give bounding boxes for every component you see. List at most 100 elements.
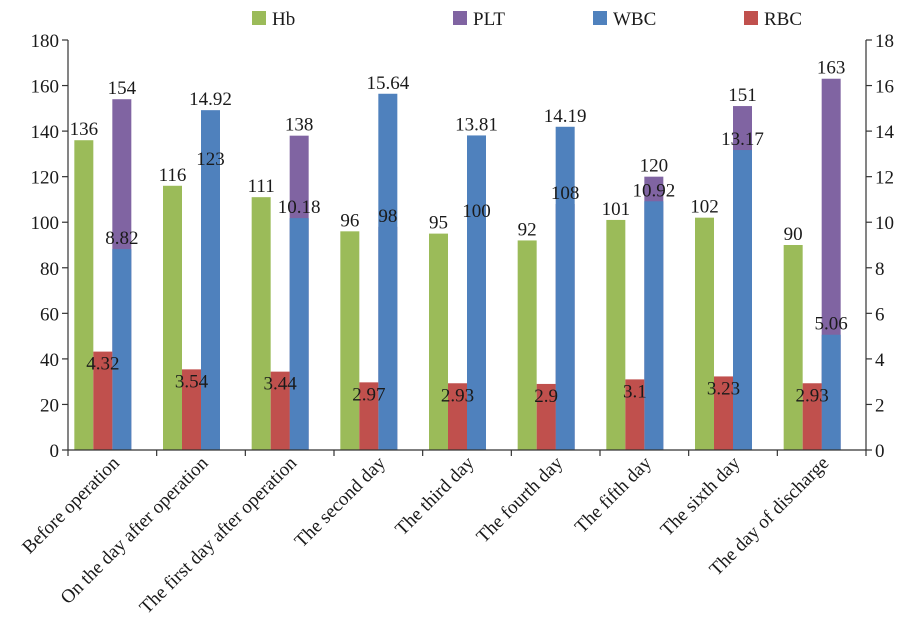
bar-hb-the-fourth-day bbox=[517, 240, 537, 450]
data-label-wbc-the-day-of-discharge: 5.06 bbox=[815, 314, 848, 335]
bar-hb-before-operation bbox=[74, 140, 94, 450]
data-label-hb-the-fifth-day: 101 bbox=[602, 199, 631, 220]
data-label-wbc-the-second-day: 15.64 bbox=[366, 73, 409, 94]
data-label-rbc-the-second-day: 2.97 bbox=[352, 384, 385, 405]
data-label-wbc-the-fourth-day: 14.19 bbox=[544, 106, 587, 127]
right-tick-label: 8 bbox=[875, 259, 885, 280]
data-label-hb-on-the-day-after-operation: 116 bbox=[159, 165, 187, 186]
data-label-rbc-the-fourth-day: 2.9 bbox=[534, 386, 558, 407]
right-tick-label: 2 bbox=[875, 395, 885, 416]
legend-label-rbc: RBC bbox=[764, 9, 802, 30]
x-tick-label-the-fifth-day: The fifth day bbox=[571, 452, 656, 537]
data-label-rbc-the-first-day-after-operation: 3.44 bbox=[264, 374, 298, 395]
bar-rbc-the-fifth-day bbox=[625, 379, 645, 450]
bar-hb-the-day-of-discharge bbox=[783, 245, 803, 450]
bars-group bbox=[74, 78, 841, 451]
right-tick-label: 4 bbox=[875, 350, 885, 371]
left-y-axis: 0 20 40 60 80 100 120 140 160 180 bbox=[31, 31, 69, 462]
bar-rbc-the-sixth-day bbox=[714, 376, 733, 450]
data-label-plt-the-fifth-day: 120 bbox=[640, 156, 669, 177]
data-label-hb-the-fourth-day: 92 bbox=[518, 219, 537, 240]
left-tick-label: 60 bbox=[40, 304, 59, 325]
legend-label-wbc: WBC bbox=[613, 9, 656, 30]
data-label-plt-before-operation: 154 bbox=[108, 78, 137, 99]
bar-wbc-on-the-day-after-operation bbox=[201, 110, 220, 450]
bar-wbc-the-first-day-after-operation bbox=[289, 218, 309, 450]
data-label-wbc-the-first-day-after-operation: 10.18 bbox=[278, 197, 321, 218]
data-label-rbc-before-operation: 4.32 bbox=[86, 354, 119, 375]
data-label-hb-before-operation: 136 bbox=[70, 119, 99, 140]
bar-wbc-the-day-of-discharge bbox=[821, 334, 841, 450]
data-label-wbc-the-third-day: 13.81 bbox=[455, 114, 498, 135]
right-tick-label: 10 bbox=[875, 213, 894, 234]
left-tick-label: 180 bbox=[31, 31, 60, 52]
x-tick-label-the-second-day: The second day bbox=[291, 452, 391, 552]
bar-wbc-the-sixth-day bbox=[733, 150, 752, 450]
data-label-plt-the-fourth-day: 108 bbox=[551, 183, 580, 204]
bar-rbc-the-day-of-discharge bbox=[802, 383, 822, 450]
x-tick-label-on-the-day-after-operation: On the day after operation bbox=[57, 452, 213, 608]
right-tick-label: 6 bbox=[875, 304, 885, 325]
right-tick-label: 0 bbox=[875, 441, 885, 462]
left-tick-label: 120 bbox=[31, 168, 60, 189]
data-label-hb-the-first-day-after-operation: 111 bbox=[248, 176, 275, 197]
bar-wbc-the-second-day bbox=[378, 93, 398, 450]
bar-hb-the-first-day-after-operation bbox=[251, 197, 271, 450]
bar-wbc-the-fifth-day bbox=[644, 201, 664, 450]
data-label-hb-the-third-day: 95 bbox=[429, 213, 448, 234]
data-label-hb-the-day-of-discharge: 90 bbox=[784, 224, 803, 245]
legend-label-hb: Hb bbox=[272, 9, 295, 30]
left-tick-label: 100 bbox=[31, 213, 60, 234]
data-label-hb-the-sixth-day: 102 bbox=[690, 197, 719, 218]
data-label-wbc-on-the-day-after-operation: 14.92 bbox=[189, 89, 232, 110]
x-tick-label-the-sixth-day: The sixth day bbox=[657, 452, 745, 540]
data-label-wbc-the-sixth-day: 13.17 bbox=[721, 129, 764, 150]
left-tick-label: 140 bbox=[31, 122, 60, 143]
right-tick-label: 12 bbox=[875, 168, 894, 189]
data-label-plt-on-the-day-after-operation: 123 bbox=[196, 149, 225, 170]
legend-swatch-hb bbox=[252, 11, 266, 25]
legend-swatch-wbc bbox=[593, 11, 607, 25]
data-label-plt-the-third-day: 100 bbox=[462, 201, 491, 222]
left-tick-label: 0 bbox=[50, 441, 60, 462]
bar-hb-the-second-day bbox=[340, 231, 360, 450]
data-label-rbc-the-day-of-discharge: 2.93 bbox=[796, 385, 829, 406]
right-y-axis: 0 2 4 6 8 10 12 14 16 18 bbox=[865, 31, 895, 462]
left-tick-label: 40 bbox=[40, 350, 59, 371]
data-label-hb-the-second-day: 96 bbox=[340, 210, 359, 231]
data-label-wbc-the-fifth-day: 10.92 bbox=[632, 180, 675, 201]
data-label-plt-the-sixth-day: 151 bbox=[728, 85, 757, 106]
left-tick-label: 160 bbox=[31, 77, 60, 98]
data-label-wbc-before-operation: 8.82 bbox=[105, 228, 138, 249]
data-label-plt-the-second-day: 98 bbox=[378, 206, 397, 227]
data-label-plt-the-day-of-discharge: 163 bbox=[817, 58, 846, 79]
bar-rbc-before-operation bbox=[93, 351, 113, 450]
legend-swatch-rbc bbox=[744, 11, 758, 25]
bar-hb-on-the-day-after-operation bbox=[163, 185, 182, 450]
bar-rbc-the-first-day-after-operation bbox=[270, 371, 290, 450]
x-tick-label-the-third-day: The third day bbox=[391, 452, 479, 540]
bar-rbc-the-fourth-day bbox=[536, 383, 556, 450]
data-label-rbc-on-the-day-after-operation: 3.54 bbox=[175, 371, 209, 392]
data-label-rbc-the-fifth-day: 3.1 bbox=[623, 381, 647, 402]
data-label-rbc-the-third-day: 2.93 bbox=[441, 385, 474, 406]
bar-hb-the-fifth-day bbox=[606, 219, 626, 450]
x-tick-label-the-first-day-after-operation: The first day after operation bbox=[136, 452, 302, 618]
bar-hb-the-third-day bbox=[429, 233, 448, 450]
bar-rbc-the-third-day bbox=[448, 383, 467, 450]
left-tick-label: 20 bbox=[40, 395, 59, 416]
left-tick-label: 80 bbox=[40, 259, 59, 280]
bar-hb-the-sixth-day bbox=[695, 217, 714, 450]
bar-rbc-the-second-day bbox=[359, 382, 379, 450]
legend-label-plt: PLT bbox=[473, 9, 505, 30]
data-label-rbc-the-sixth-day: 3.23 bbox=[707, 378, 740, 399]
data-labels-group: 136 116 111 96 95 92 101 102 90 154 123 138 98 100 108… bbox=[70, 58, 848, 407]
right-tick-label: 14 bbox=[875, 122, 895, 143]
bar-wbc-the-fourth-day bbox=[555, 126, 575, 450]
right-tick-label: 16 bbox=[875, 77, 894, 98]
bar-rbc-on-the-day-after-operation bbox=[182, 369, 201, 450]
bar-wbc-the-third-day bbox=[467, 135, 486, 450]
legend-swatch-plt bbox=[453, 11, 467, 25]
